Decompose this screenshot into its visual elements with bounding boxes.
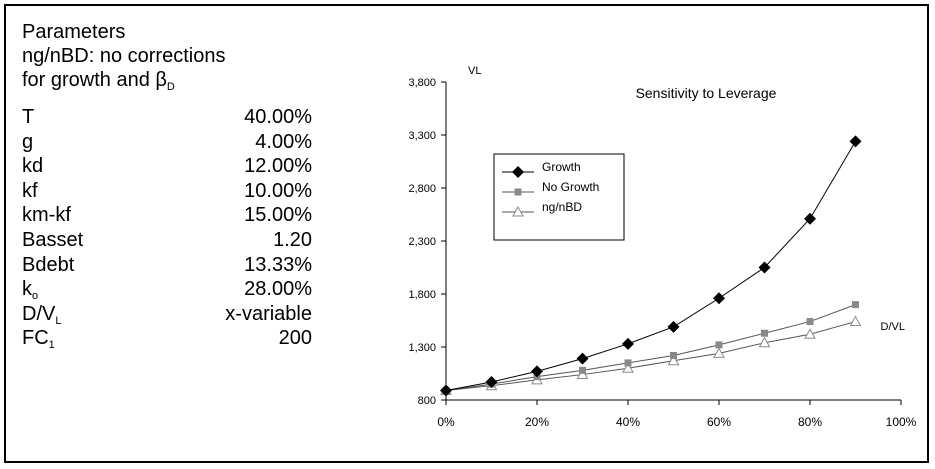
parameter-name: ko xyxy=(22,278,39,303)
data-point xyxy=(624,359,632,367)
parameter-row: kf 10.00% xyxy=(22,179,312,204)
data-point xyxy=(531,365,543,378)
x-axis-label: D/VL xyxy=(881,321,905,333)
parameter-name: Basset xyxy=(22,228,84,251)
parameter-name: g xyxy=(22,130,34,153)
parameter-row: kd 12.00% xyxy=(22,154,312,179)
parameter-value: 40.00% xyxy=(244,106,312,128)
y-tick-label: 800 xyxy=(418,395,436,407)
x-tick-label: 60% xyxy=(707,415,731,429)
parameter-value: 28.00% xyxy=(244,278,312,301)
parameter-value: x-variable xyxy=(225,302,312,325)
x-tick-label: 20% xyxy=(525,415,549,429)
legend-label: ng/nBD xyxy=(542,200,582,214)
parameter-row: D/VL x-variable xyxy=(22,302,312,327)
data-point xyxy=(849,315,862,327)
legend-marker xyxy=(512,166,524,178)
data-point xyxy=(667,320,680,333)
parameter-name: km-kf xyxy=(22,204,71,227)
y-tick-label: 3,800 xyxy=(408,77,436,89)
parameters-panel: Parameters ng/nBD: no corrections for gr… xyxy=(22,20,312,351)
data-point xyxy=(576,352,589,365)
x-tick-label: 80% xyxy=(798,415,822,429)
x-tick-label: 100% xyxy=(886,415,917,429)
legend-marker xyxy=(514,188,522,196)
parameter-subscript: 1 xyxy=(48,339,55,352)
y-tick-label: 2,300 xyxy=(408,236,436,248)
parameter-value: 13.33% xyxy=(244,253,312,276)
chart-title: Sensitivity to Leverage xyxy=(636,85,777,101)
data-point xyxy=(715,341,723,349)
legend-label: No Growth xyxy=(542,180,599,194)
data-point xyxy=(667,354,680,366)
figure-frame: Parameters ng/nBD: no corrections for gr… xyxy=(4,4,929,463)
parameter-value: 10.00% xyxy=(244,179,312,202)
parameters-title: Parameters xyxy=(22,21,126,43)
parameters-note-line2: for growth and βD xyxy=(22,68,312,99)
parameter-subscript: L xyxy=(55,314,62,327)
series-line-growth xyxy=(445,141,856,391)
series-line-no-growth xyxy=(445,304,856,391)
parameter-value: 200 xyxy=(278,327,312,350)
data-point xyxy=(576,368,589,380)
note-subscript: D xyxy=(166,81,175,93)
parameter-name: kf xyxy=(22,179,38,202)
series-line-ng-nbd xyxy=(445,321,856,391)
y-tick-label: 1,800 xyxy=(408,289,436,301)
parameter-value: 4.00% xyxy=(255,130,312,153)
parameters-note-line1: ng/nBD: no corrections xyxy=(22,45,226,67)
data-point xyxy=(849,135,862,148)
data-point xyxy=(622,337,634,350)
parameter-row: ko 28.00% xyxy=(22,277,312,302)
note-text: for growth and β xyxy=(22,69,167,91)
x-tick-label: 0% xyxy=(437,415,455,429)
parameter-name: T xyxy=(22,106,35,128)
leverage-chart: 800 1,300 1,800 2,300 2,800 3,300 3,800 0% 20% 40… xyxy=(408,65,917,429)
parameter-name: Bdebt xyxy=(22,253,75,276)
parameter-subscript: o xyxy=(32,290,39,303)
parameter-name: FC1 xyxy=(22,327,55,352)
data-point xyxy=(579,366,586,374)
parameter-row: Basset 1.20 xyxy=(22,228,312,253)
legend-label: Growth xyxy=(542,160,581,174)
data-point xyxy=(804,212,816,225)
data-point xyxy=(440,384,452,397)
y-tick-label: 1,300 xyxy=(408,342,436,354)
data-point xyxy=(806,318,814,326)
data-point xyxy=(622,362,634,373)
parameter-row: km-kf 15.00% xyxy=(22,203,312,228)
parameter-name: D/VL xyxy=(22,302,62,327)
parameter-value: 15.00% xyxy=(244,204,312,227)
data-point xyxy=(713,292,725,305)
data-point xyxy=(804,328,816,339)
data-point xyxy=(485,375,498,388)
data-point xyxy=(852,301,859,309)
data-point xyxy=(758,261,771,274)
parameter-name: kd xyxy=(22,155,44,178)
parameter-value: 1.20 xyxy=(273,228,312,251)
x-tick-label: 40% xyxy=(616,415,640,429)
y-tick-label: 3,300 xyxy=(408,130,436,142)
data-point xyxy=(670,351,677,359)
legend-marker xyxy=(512,205,524,217)
data-point xyxy=(761,329,768,337)
parameter-row: Bdebt 13.33% xyxy=(22,253,312,278)
y-tick-label: 2,800 xyxy=(408,183,436,195)
parameter-value: 12.00% xyxy=(244,155,312,178)
data-point xyxy=(758,336,771,348)
parameter-row: g 4.00% xyxy=(22,130,312,155)
parameter-table: T 40.00% g 4.00% kd 12.00% kf 10.00% km-kf 15.00%… xyxy=(22,105,312,351)
parameter-row: FC1 200 xyxy=(22,326,312,351)
y-axis-label: VL xyxy=(468,65,481,77)
parameter-row: T 40.00% xyxy=(22,105,312,130)
data-point xyxy=(713,347,725,358)
